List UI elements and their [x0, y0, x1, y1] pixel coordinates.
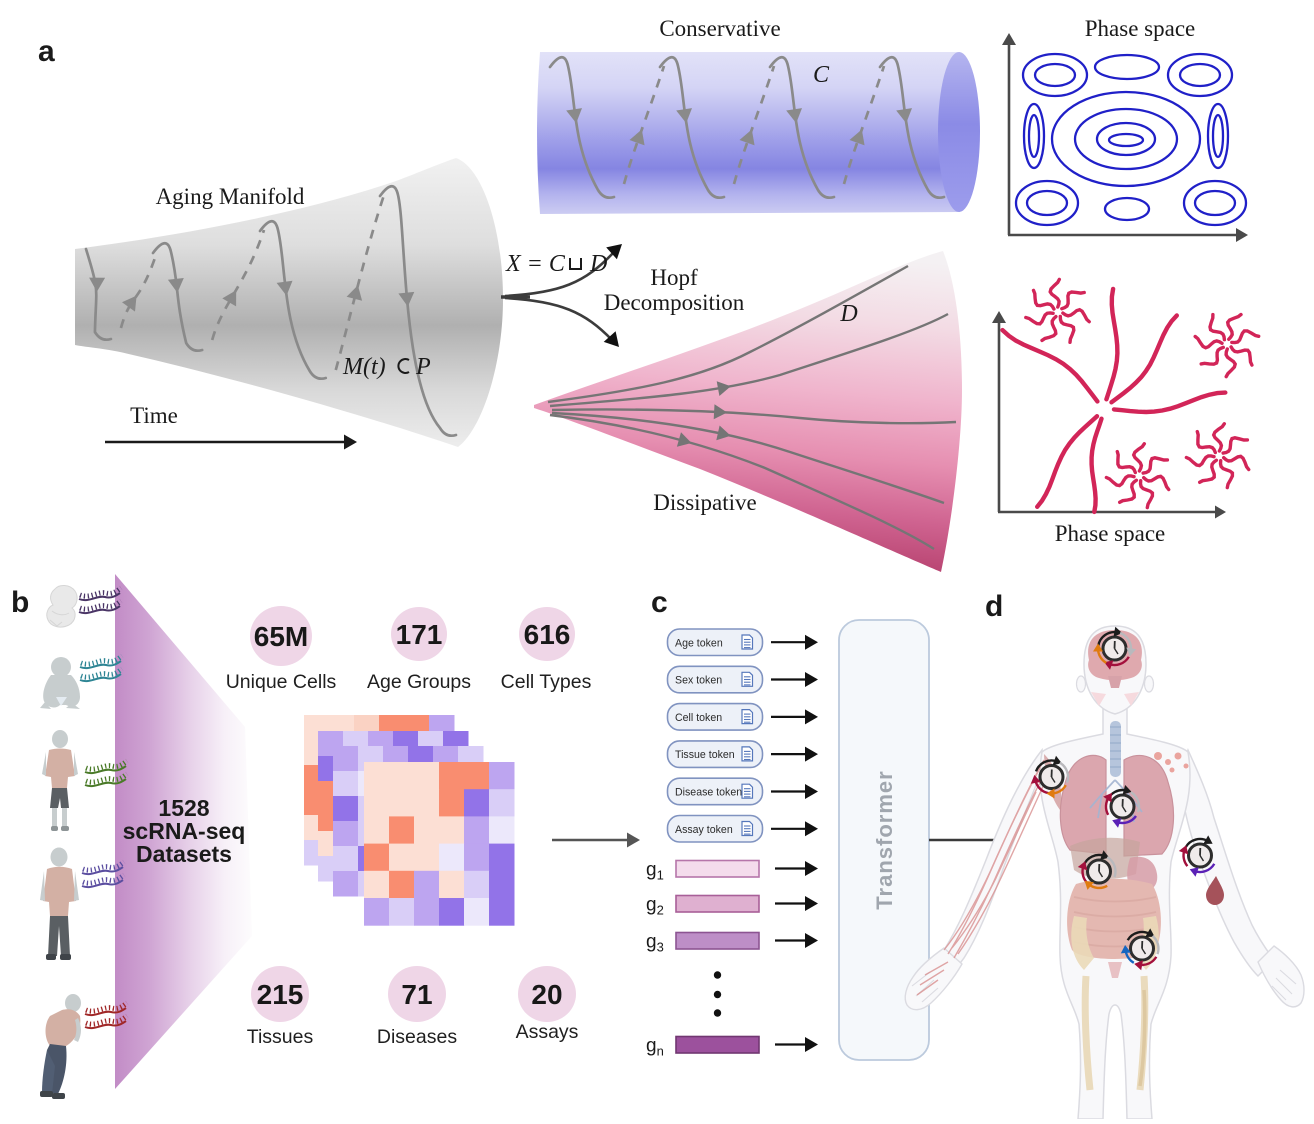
svg-text:Assay token: Assay token	[675, 824, 733, 836]
svg-text:gn: gn	[646, 1036, 664, 1059]
svg-text:D: D	[589, 251, 607, 277]
svg-text:Datasets: Datasets	[136, 841, 232, 867]
svg-text:616: 616	[524, 619, 571, 650]
svg-text:Cell token: Cell token	[675, 712, 722, 724]
svg-text:g1: g1	[646, 860, 664, 883]
svg-text:D: D	[839, 301, 857, 327]
svg-text:71: 71	[401, 979, 432, 1010]
svg-text:d: d	[985, 590, 1003, 623]
svg-text:c: c	[651, 586, 668, 619]
svg-text:g2: g2	[646, 895, 664, 918]
svg-text:g3: g3	[646, 932, 664, 955]
svg-text:Tissues: Tissues	[247, 1026, 314, 1048]
svg-text:65M: 65M	[254, 621, 308, 652]
svg-text:Hopf: Hopf	[650, 265, 698, 290]
svg-text:Unique Cells: Unique Cells	[226, 671, 337, 693]
svg-text:a: a	[38, 35, 55, 68]
svg-text:b: b	[11, 586, 29, 619]
svg-text:Dissipative: Dissipative	[653, 490, 757, 515]
svg-text:Transformer: Transformer	[872, 770, 897, 909]
svg-text:171: 171	[396, 619, 443, 650]
svg-text:Decomposition: Decomposition	[604, 290, 745, 315]
svg-text:P: P	[415, 354, 431, 380]
svg-text:Conservative: Conservative	[659, 16, 780, 41]
svg-text:Age token: Age token	[675, 637, 723, 649]
svg-text:Age Groups: Age Groups	[367, 671, 471, 693]
svg-text:Cell Types: Cell Types	[501, 671, 592, 693]
svg-text:Diseases: Diseases	[377, 1026, 457, 1048]
svg-text:X = C: X = C	[505, 251, 566, 277]
svg-text:Time: Time	[130, 403, 178, 428]
svg-text:C: C	[813, 62, 830, 88]
svg-text:20: 20	[531, 979, 562, 1010]
svg-text:215: 215	[257, 979, 304, 1010]
svg-text:Assays: Assays	[516, 1021, 579, 1043]
svg-text:Sex token: Sex token	[675, 675, 722, 687]
svg-text:M(t): M(t)	[342, 354, 386, 380]
svg-text:Aging Manifold: Aging Manifold	[156, 184, 305, 209]
svg-text:Tissue token: Tissue token	[675, 749, 735, 761]
svg-text:Disease token: Disease token	[675, 786, 742, 798]
svg-text:Phase space: Phase space	[1085, 16, 1196, 41]
svg-text:Phase space: Phase space	[1055, 521, 1166, 546]
